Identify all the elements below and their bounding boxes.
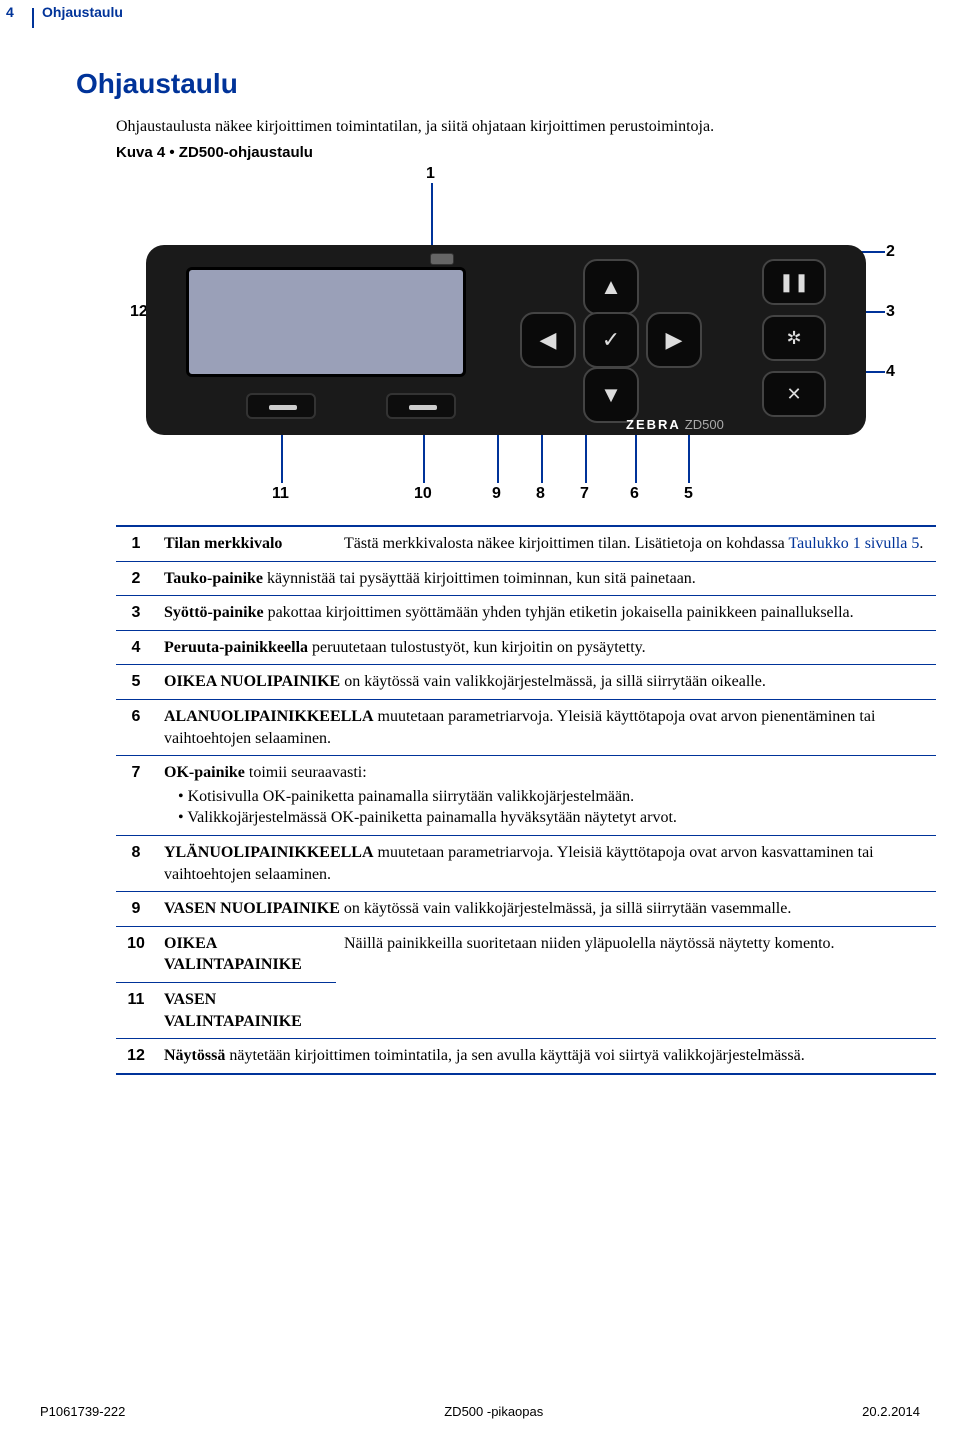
table-row: 5 OIKEA NUOLIPAINIKE on käytössä vain va… — [116, 665, 936, 700]
description-table: 1 Tilan merkkivalo Tästä merkkivalosta n… — [116, 525, 936, 1075]
table-row: 12 Näytössä näytetään kirjoittimen toimi… — [116, 1039, 936, 1074]
figure-caption: Kuva 4 • ZD500-ohjaustaulu — [116, 144, 920, 161]
left-select-button[interactable] — [246, 393, 316, 419]
page-number-top: 4 — [6, 4, 14, 20]
control-panel-figure: 1 2 3 4 5 6 7 8 9 10 11 12 ▲ ◀ — [116, 165, 896, 515]
table-row: 6 ALANUOLIPAINIKKEELLA muutetaan paramet… — [116, 699, 936, 755]
row-label: Tilan merkkivalo — [156, 526, 336, 561]
page-footer: P1061739-222 ZD500 -pikaopas 20.2.2014 — [40, 1404, 920, 1419]
callout-10: 10 — [414, 485, 432, 503]
down-arrow-button[interactable]: ▼ — [583, 367, 639, 423]
right-arrow-button[interactable]: ▶ — [646, 312, 702, 368]
right-select-button[interactable] — [386, 393, 456, 419]
table-row: 8 YLÄNUOLIPAINIKKEELLA muutetaan paramet… — [116, 835, 936, 891]
intro-text: Ohjaustaulusta näkee kirjoittimen toimin… — [116, 118, 920, 136]
callout-9: 9 — [492, 485, 501, 503]
table-row: 9 VASEN NUOLIPAINIKE on käytössä vain va… — [116, 892, 936, 927]
dpad: ▲ ◀ ✓ ▶ ▼ — [516, 255, 706, 425]
footer-right: 20.2.2014 — [862, 1404, 920, 1419]
page-heading: Ohjaustaulu — [76, 68, 920, 100]
status-led — [430, 253, 454, 265]
callout-5: 5 — [684, 485, 693, 503]
list-item: Kotisivulla OK-painiketta painamalla sii… — [178, 786, 928, 808]
callout-6: 6 — [630, 485, 639, 503]
callout-3: 3 — [886, 303, 895, 321]
table-row: 3 Syöttö-painike pakottaa kirjoittimen s… — [116, 596, 936, 631]
table-row: 4 Peruuta-painikkeella peruutetaan tulos… — [116, 630, 936, 665]
list-item: Valikkojärjestelmässä OK-painiketta pain… — [178, 807, 928, 829]
pause-button[interactable]: ❚❚ — [762, 259, 826, 305]
header-title: Ohjaustaulu — [42, 4, 123, 20]
footer-center: ZD500 -pikaopas — [444, 1404, 543, 1419]
callout-7: 7 — [580, 485, 589, 503]
up-arrow-button[interactable]: ▲ — [583, 259, 639, 315]
footer-left: P1061739-222 — [40, 1404, 125, 1419]
page-header: Ohjaustaulu — [32, 8, 920, 28]
table-row: 7 OK-painike toimii seuraavasti: Kotisiv… — [116, 756, 936, 836]
feed-button[interactable]: ✲ — [762, 315, 826, 361]
main-content: Ohjaustaulu Ohjaustaulusta näkee kirjoit… — [20, 28, 920, 1075]
table-row: 2 Tauko-painike käynnistää tai pysäyttää… — [116, 561, 936, 596]
printer-panel: ▲ ◀ ✓ ▶ ▼ ❚❚ ✲ ✕ ZEBRAZD500 — [146, 245, 866, 435]
link-taulukko1[interactable]: Taulukko 1 sivulla 5 — [788, 535, 919, 552]
callout-8: 8 — [536, 485, 545, 503]
ok-button[interactable]: ✓ — [583, 312, 639, 368]
table-row: 1 Tilan merkkivalo Tästä merkkivalosta n… — [116, 526, 936, 561]
display-screen — [186, 267, 466, 377]
callout-4: 4 — [886, 363, 895, 381]
row-number: 1 — [116, 526, 156, 561]
callout-11: 11 — [272, 485, 289, 503]
callout-2: 2 — [886, 243, 895, 261]
table-row: 10 OIKEA VALINTAPAINIKE Näillä painikkei… — [116, 926, 936, 982]
left-arrow-button[interactable]: ◀ — [520, 312, 576, 368]
brand-label: ZEBRAZD500 — [626, 417, 724, 432]
row-text: Tästä merkkivalosta näkee kirjoittimen t… — [336, 526, 936, 561]
callout-1: 1 — [426, 165, 435, 183]
cancel-button[interactable]: ✕ — [762, 371, 826, 417]
